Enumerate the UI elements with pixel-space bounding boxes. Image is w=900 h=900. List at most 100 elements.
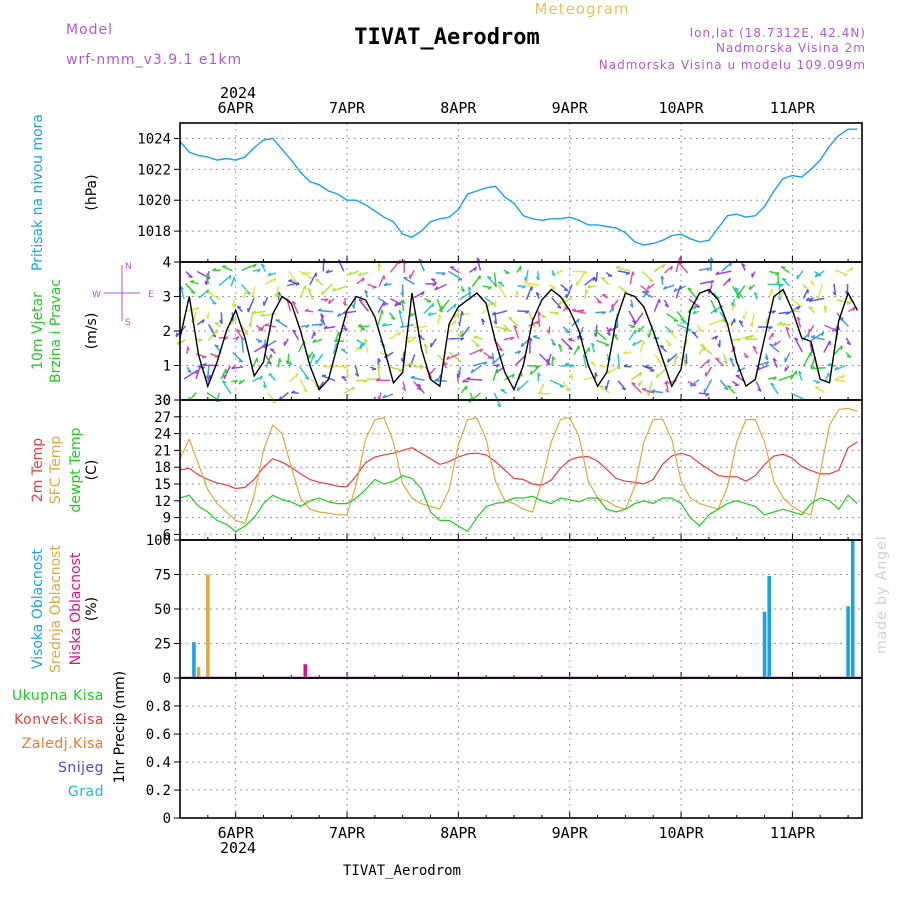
wind-arrow-head (785, 326, 790, 331)
wind-arrow-head (520, 372, 523, 377)
legend-item: Ukupna Kisa (12, 688, 104, 704)
y-tick-label: 50 (154, 602, 171, 618)
wind-arrow (198, 289, 210, 299)
wind-arrow (504, 373, 515, 381)
wind-arrow-head (474, 266, 478, 272)
wind-arrow (492, 310, 508, 316)
wind-arrow-head (705, 393, 710, 397)
wind-arrow-head (180, 285, 184, 290)
wind-arrow-head (321, 374, 327, 377)
wind-arrow (264, 277, 277, 285)
wind-arrow (809, 297, 825, 303)
wind-arrow-head (815, 381, 821, 385)
wind-arrow-head (735, 295, 740, 299)
wind-arrow-head (710, 280, 715, 285)
wind-arrow (676, 311, 685, 322)
x-tick-label-bottom: 6APR (218, 824, 255, 842)
wind-arrow-head (604, 385, 608, 390)
wind-arrow (358, 271, 369, 277)
wind-arrow (839, 316, 850, 328)
wind-arrow (608, 326, 619, 332)
wind-arrow-head (267, 272, 272, 277)
wind-arrow-head (664, 380, 669, 385)
wind-arrow-head (625, 272, 630, 276)
wind-arrow (471, 275, 481, 288)
wind-arrow (784, 352, 791, 363)
y-tick-label: 1020 (137, 193, 171, 209)
y-unit-label: (mm) (112, 671, 128, 709)
wind-arrow-head (301, 271, 306, 275)
wind-arrow (734, 287, 744, 299)
wind-arrow (631, 382, 642, 394)
wind-arrow (676, 323, 692, 331)
wind-arrow-head (586, 284, 592, 289)
wind-arrow (436, 298, 443, 313)
wind-arrow-head (360, 328, 365, 331)
x-tick-label-top: 10APR (658, 99, 704, 117)
wind-arrow (494, 325, 508, 331)
wind-arrow (513, 325, 520, 339)
wind-arrow (232, 351, 244, 363)
wind-arrow (207, 329, 219, 341)
wind-arrow (299, 285, 306, 299)
wind-arrow (223, 365, 231, 380)
wind-arrow-head (764, 356, 769, 361)
wind-arrow (298, 366, 310, 380)
bar-high_cloud (192, 642, 196, 678)
wind-arrow (778, 311, 790, 315)
wind-arrow-head (630, 325, 635, 329)
wind-arrow-head (658, 298, 661, 304)
wind-arrow (398, 310, 404, 326)
wind-arrow-head (633, 320, 636, 325)
y-tick-label: 1 (163, 359, 171, 375)
wind-arrow-head (313, 353, 316, 359)
wind-arrow (802, 352, 812, 367)
wind-arrow (663, 284, 675, 290)
wind-arrow-head (508, 316, 513, 320)
wind-arrow-head (201, 319, 205, 324)
wind-arrow-head (729, 357, 734, 362)
wind-arrow (476, 257, 482, 271)
wind-arrow (334, 331, 340, 342)
wind-arrow (343, 386, 355, 394)
wind-arrow (755, 381, 762, 392)
wind-arrow-head (749, 334, 754, 339)
wind-arrow-head (606, 332, 611, 336)
wind-arrow-head (546, 358, 550, 364)
wind-arrow (704, 366, 713, 377)
wind-arrow-head (529, 370, 533, 375)
wind-arrow-head (361, 277, 365, 282)
wind-arrow-head (204, 280, 207, 285)
wind-arrow (458, 311, 463, 327)
wind-arrow-head (807, 333, 810, 338)
y-axis-label: 1hr Precip (112, 713, 128, 784)
wind-arrow-head (453, 303, 457, 308)
wind-arrow-head (608, 327, 612, 332)
wind-arrow-head (400, 291, 404, 297)
wind-arrow-head (251, 291, 254, 297)
wind-arrow (377, 364, 381, 380)
wind-arrow-head (576, 335, 579, 340)
wind-arrow-head (377, 358, 381, 363)
x-tick-label-bottom: 7APR (329, 824, 366, 842)
wind-arrow-head (834, 366, 838, 371)
wind-arrow-head (523, 280, 529, 284)
wind-arrow-head (717, 343, 721, 348)
y-axis-label: 10m Vjetar (30, 292, 46, 370)
wind-arrow (598, 385, 610, 394)
wind-arrow (584, 289, 587, 299)
wind-arrow (448, 337, 464, 340)
wind-arrow (595, 271, 599, 282)
wind-arrow-head (244, 332, 249, 335)
wind-arrow (354, 365, 359, 377)
wind-arrow-head (341, 375, 346, 379)
wind-arrow-head (557, 306, 562, 309)
wind-arrow (346, 366, 349, 377)
wind-arrow-head (219, 319, 223, 325)
wind-arrow-head (453, 320, 457, 325)
wind-arrow-head (205, 374, 209, 380)
wind-arrow-head (692, 331, 697, 334)
wind-arrow-head (523, 276, 527, 282)
compass-letter: S (125, 318, 131, 328)
wind-arrow (615, 266, 631, 272)
